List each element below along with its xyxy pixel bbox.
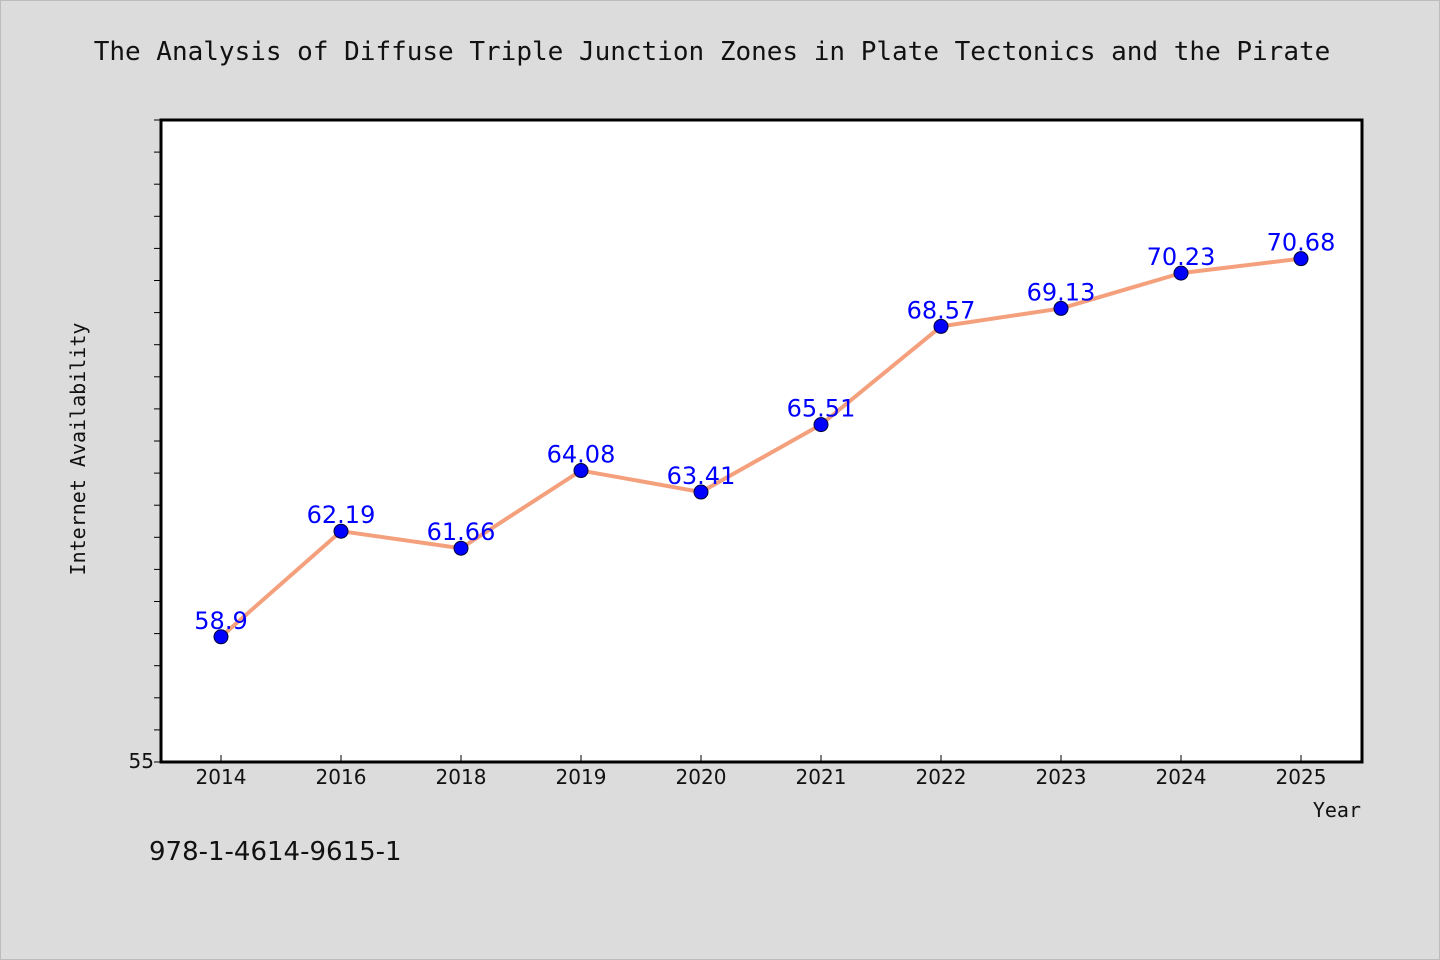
x-tick-label: 2014 (196, 765, 247, 789)
x-tick-label: 2020 (676, 765, 727, 789)
isbn-label: 978-1-4614-9615-1 (149, 837, 402, 867)
series-layer: 58.962.1961.6664.0863.4165.5168.5769.137… (194, 229, 1335, 645)
data-point (573, 463, 589, 479)
x-tick-label: 2023 (1036, 765, 1087, 789)
data-point (213, 629, 229, 645)
x-tick-label: 2018 (436, 765, 487, 789)
series-line (219, 256, 1302, 639)
x-tick-label: 2016 (316, 765, 367, 789)
plot-area (159, 118, 1364, 764)
data-point (933, 318, 949, 334)
data-point (693, 484, 709, 500)
data-point (1053, 300, 1069, 316)
chart-title: The Analysis of Diffuse Triple Junction … (93, 37, 1331, 67)
x-axis-title: Year (1313, 798, 1361, 822)
data-point (1173, 265, 1189, 281)
y-axis-title: Internet Availability (66, 323, 90, 576)
y-axis-ticks: 55 (129, 119, 161, 773)
x-tick-label: 2019 (556, 765, 607, 789)
x-tick-label: 2021 (796, 765, 847, 789)
y-tick-label: 55 (129, 749, 154, 773)
data-point (333, 523, 349, 539)
data-point (1293, 251, 1309, 267)
x-axis-ticks: 2014 2016 2018 2019 2020 2021 2022 2023 2024 2025 (196, 755, 1327, 789)
x-tick-label: 2022 (916, 765, 967, 789)
data-point (813, 417, 829, 433)
x-tick-label: 2025 (1276, 765, 1327, 789)
data-point (453, 540, 469, 556)
x-tick-label: 2024 (1156, 765, 1207, 789)
